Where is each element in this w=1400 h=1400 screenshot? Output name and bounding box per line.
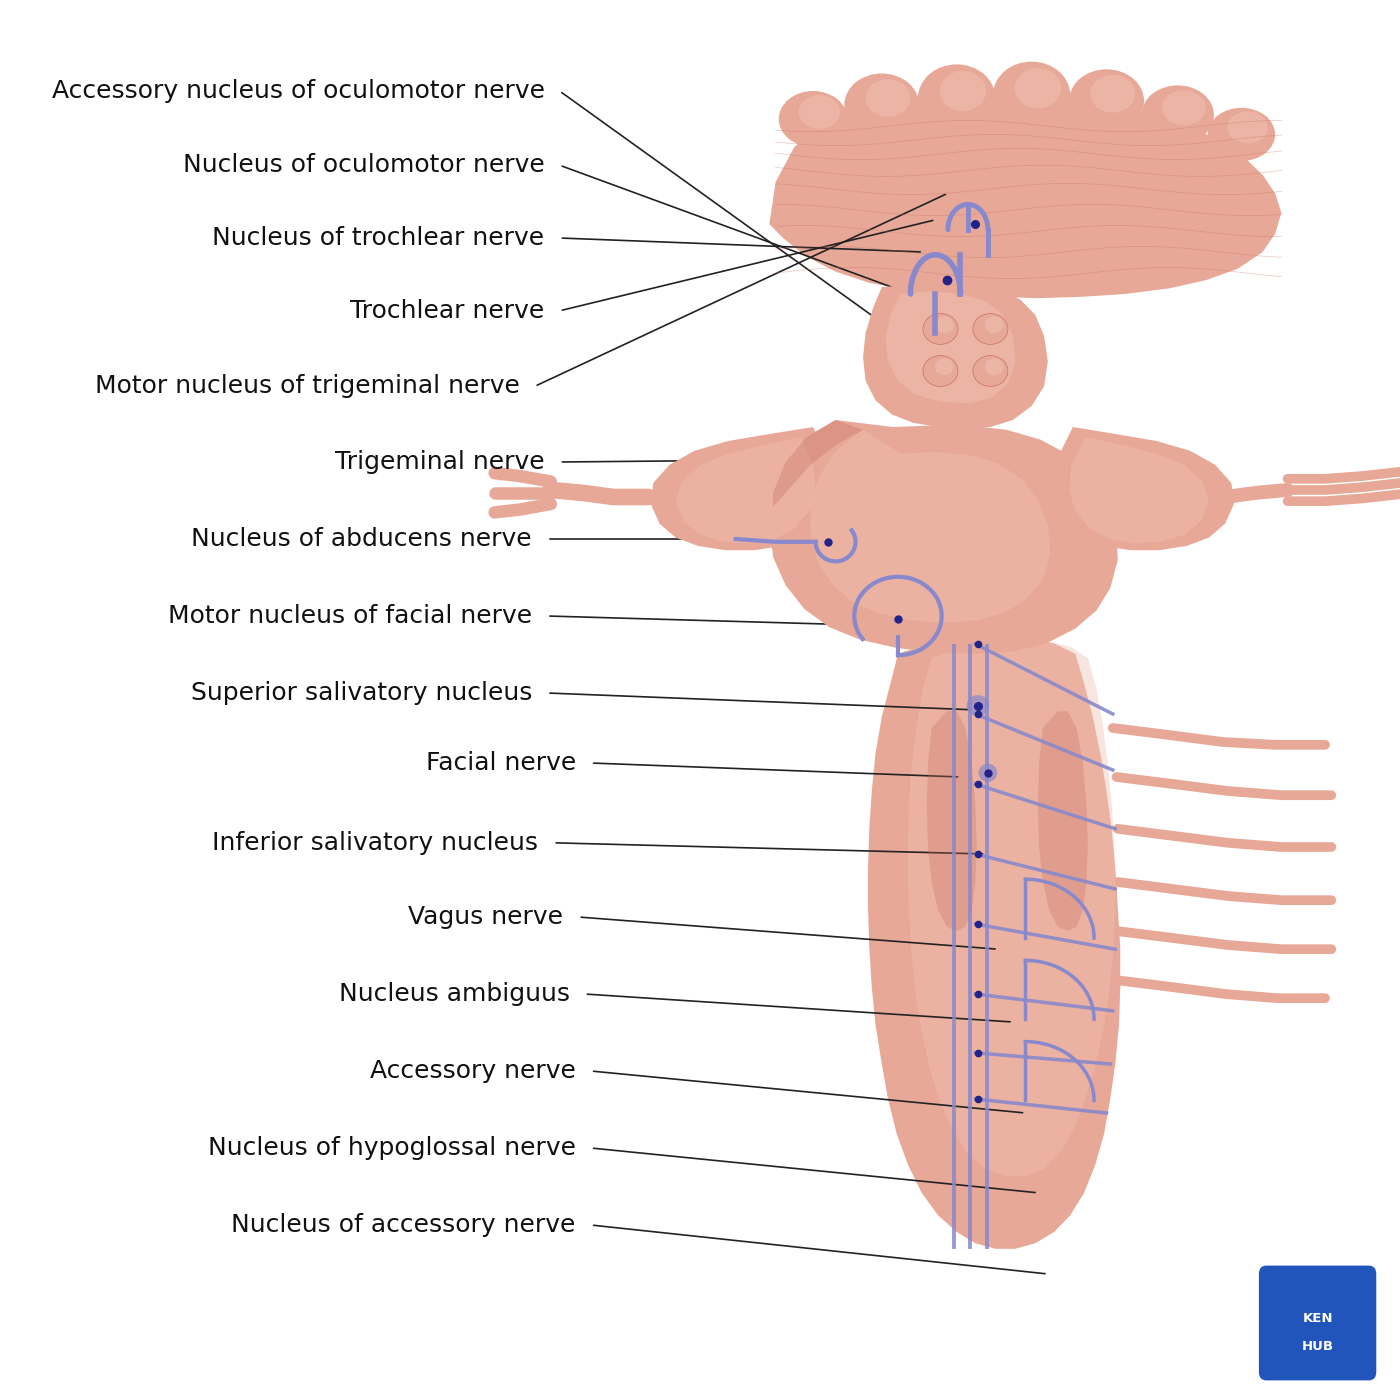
Polygon shape [1070, 437, 1210, 543]
Ellipse shape [966, 694, 990, 717]
Polygon shape [909, 640, 1116, 1176]
Text: Accessory nucleus of oculomotor nerve: Accessory nucleus of oculomotor nerve [52, 78, 545, 104]
Polygon shape [770, 91, 1281, 298]
Ellipse shape [799, 95, 840, 129]
Ellipse shape [984, 316, 1004, 333]
Text: Nucleus ambiguus: Nucleus ambiguus [339, 981, 570, 1007]
Ellipse shape [973, 356, 1008, 386]
Polygon shape [886, 291, 1015, 403]
Polygon shape [1037, 711, 1088, 931]
Polygon shape [1043, 451, 1147, 546]
Text: Nucleus of abducens nerve: Nucleus of abducens nerve [192, 526, 532, 552]
Ellipse shape [923, 356, 958, 386]
Polygon shape [738, 451, 841, 546]
Ellipse shape [865, 78, 910, 118]
Ellipse shape [973, 314, 1008, 344]
Ellipse shape [1228, 112, 1268, 143]
Polygon shape [770, 420, 1117, 654]
Ellipse shape [778, 91, 847, 147]
Ellipse shape [939, 71, 986, 111]
Ellipse shape [1208, 108, 1275, 161]
Ellipse shape [935, 358, 953, 375]
Polygon shape [868, 636, 1120, 1249]
Ellipse shape [923, 314, 958, 344]
Ellipse shape [935, 316, 953, 333]
Text: Vagus nerve: Vagus nerve [409, 904, 563, 930]
Text: Accessory nerve: Accessory nerve [370, 1058, 575, 1084]
Text: Facial nerve: Facial nerve [426, 750, 575, 776]
Polygon shape [862, 283, 1047, 428]
Ellipse shape [1141, 85, 1214, 144]
Text: Motor nucleus of facial nerve: Motor nucleus of facial nerve [168, 603, 532, 629]
Polygon shape [1056, 427, 1233, 550]
Polygon shape [773, 420, 862, 507]
Polygon shape [811, 430, 1050, 623]
Polygon shape [927, 711, 977, 931]
Text: Superior salivatory nucleus: Superior salivatory nucleus [190, 680, 532, 706]
Ellipse shape [1091, 74, 1135, 113]
FancyBboxPatch shape [1259, 1266, 1376, 1380]
Ellipse shape [918, 64, 995, 132]
Polygon shape [651, 427, 829, 550]
Text: Inferior salivatory nucleus: Inferior salivatory nucleus [213, 830, 539, 855]
Text: KEN: KEN [1302, 1312, 1333, 1326]
Text: Nucleus of hypoglossal nerve: Nucleus of hypoglossal nerve [207, 1135, 575, 1161]
Text: Nucleus of trochlear nerve: Nucleus of trochlear nerve [213, 225, 545, 251]
Ellipse shape [1015, 69, 1061, 108]
Text: Trochlear nerve: Trochlear nerve [350, 298, 545, 323]
Ellipse shape [984, 358, 1004, 375]
Ellipse shape [993, 62, 1071, 129]
Ellipse shape [1162, 90, 1205, 126]
Ellipse shape [979, 763, 997, 781]
Text: Nucleus of accessory nerve: Nucleus of accessory nerve [231, 1212, 575, 1238]
Polygon shape [676, 437, 816, 543]
Ellipse shape [1070, 69, 1144, 132]
Ellipse shape [844, 73, 920, 137]
Text: Trigeminal nerve: Trigeminal nerve [335, 449, 545, 475]
Text: HUB: HUB [1302, 1340, 1334, 1354]
Text: Nucleus of oculomotor nerve: Nucleus of oculomotor nerve [183, 153, 545, 178]
Text: Motor nucleus of trigeminal nerve: Motor nucleus of trigeminal nerve [95, 374, 519, 399]
